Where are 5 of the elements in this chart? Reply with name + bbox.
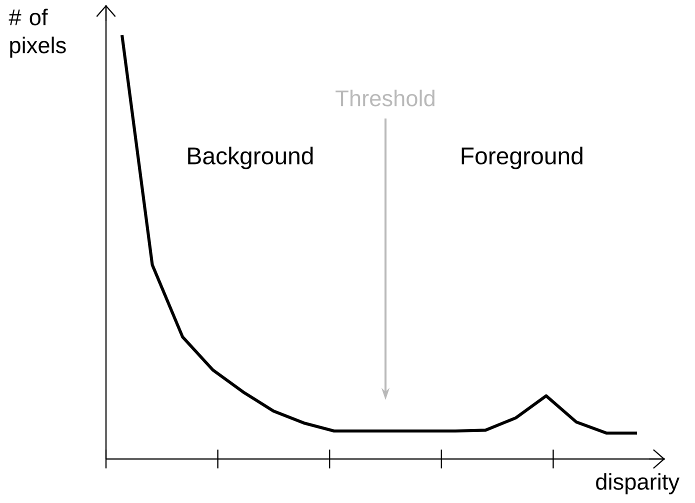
annotation: Threshold	[336, 90, 434, 106]
annotation: Background	[188, 146, 313, 170]
x-axis-title: disparity	[596, 473, 680, 494]
annotation: Foreground	[462, 146, 582, 170]
y-axis-title: # of pixels	[8, 8, 66, 58]
